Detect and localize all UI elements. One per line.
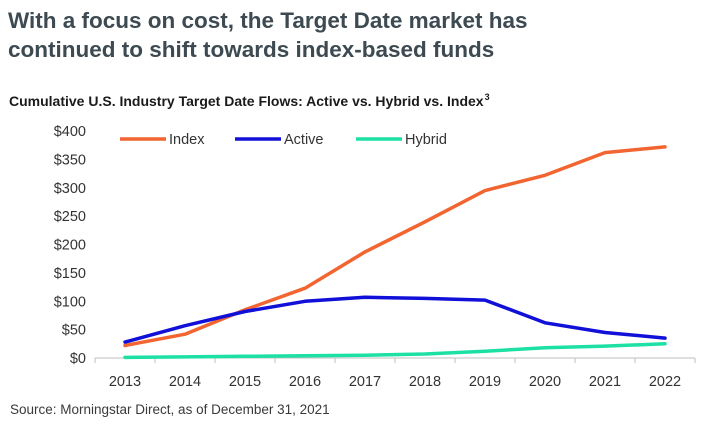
x-tick-label: 2022 xyxy=(649,374,681,390)
chart-title-text: Cumulative U.S. Industry Target Date Flo… xyxy=(9,93,484,109)
y-tick-label: $400 xyxy=(54,124,86,140)
chart-legend: Index Active Hybrid xyxy=(120,132,447,148)
y-tick-label: $300 xyxy=(54,181,86,197)
y-tick-label: $100 xyxy=(54,294,86,310)
y-tick-label: $0 xyxy=(70,351,86,367)
legend-item-hybrid: Hybrid xyxy=(356,132,447,148)
x-tick-label: 2020 xyxy=(529,374,561,390)
legend-label: Active xyxy=(284,132,324,148)
y-tick-label: $150 xyxy=(54,266,86,282)
y-tick-label: $200 xyxy=(54,238,86,254)
series-line-active xyxy=(123,295,667,344)
legend-label: Hybrid xyxy=(405,132,447,148)
x-tick-label: 2019 xyxy=(469,374,501,390)
source-note: Source: Morningstar Direct, as of Decemb… xyxy=(10,402,330,417)
x-tick-label: 2017 xyxy=(349,374,381,390)
legend-item-active: Active xyxy=(235,132,324,148)
headline: With a focus on cost, the Target Date ma… xyxy=(8,6,708,64)
x-tick-label: 2015 xyxy=(229,374,261,390)
x-tick-label: 2018 xyxy=(409,374,441,390)
y-tick-label: $50 xyxy=(62,323,86,339)
series-lines xyxy=(123,145,667,360)
y-tick-label: $350 xyxy=(54,152,86,168)
x-axis-ticks: 2013 2014 2015 2016 2017 2018 2019 2020 2021 2022 xyxy=(94,358,696,390)
chart-title-footnote: 3 xyxy=(484,92,490,102)
legend-item-index: Index xyxy=(120,132,205,148)
headline-line-1: With a focus on cost, the Target Date ma… xyxy=(8,8,528,33)
series-line-hybrid xyxy=(123,342,667,360)
series-line-index xyxy=(123,145,667,348)
x-tick-label: 2016 xyxy=(289,374,321,390)
y-tick-label: $250 xyxy=(54,209,86,225)
x-tick-label: 2014 xyxy=(169,374,201,390)
x-tick-label: 2021 xyxy=(589,374,621,390)
legend-label: Index xyxy=(169,132,205,148)
x-tick-label: 2013 xyxy=(109,374,141,390)
headline-line-2: continued to shift towards index-based f… xyxy=(8,37,495,62)
chart-title: Cumulative U.S. Industry Target Date Flo… xyxy=(9,92,490,109)
y-axis-ticks: $0 $50 $100 $150 $200 $250 $300 $350 $400 xyxy=(54,124,86,367)
